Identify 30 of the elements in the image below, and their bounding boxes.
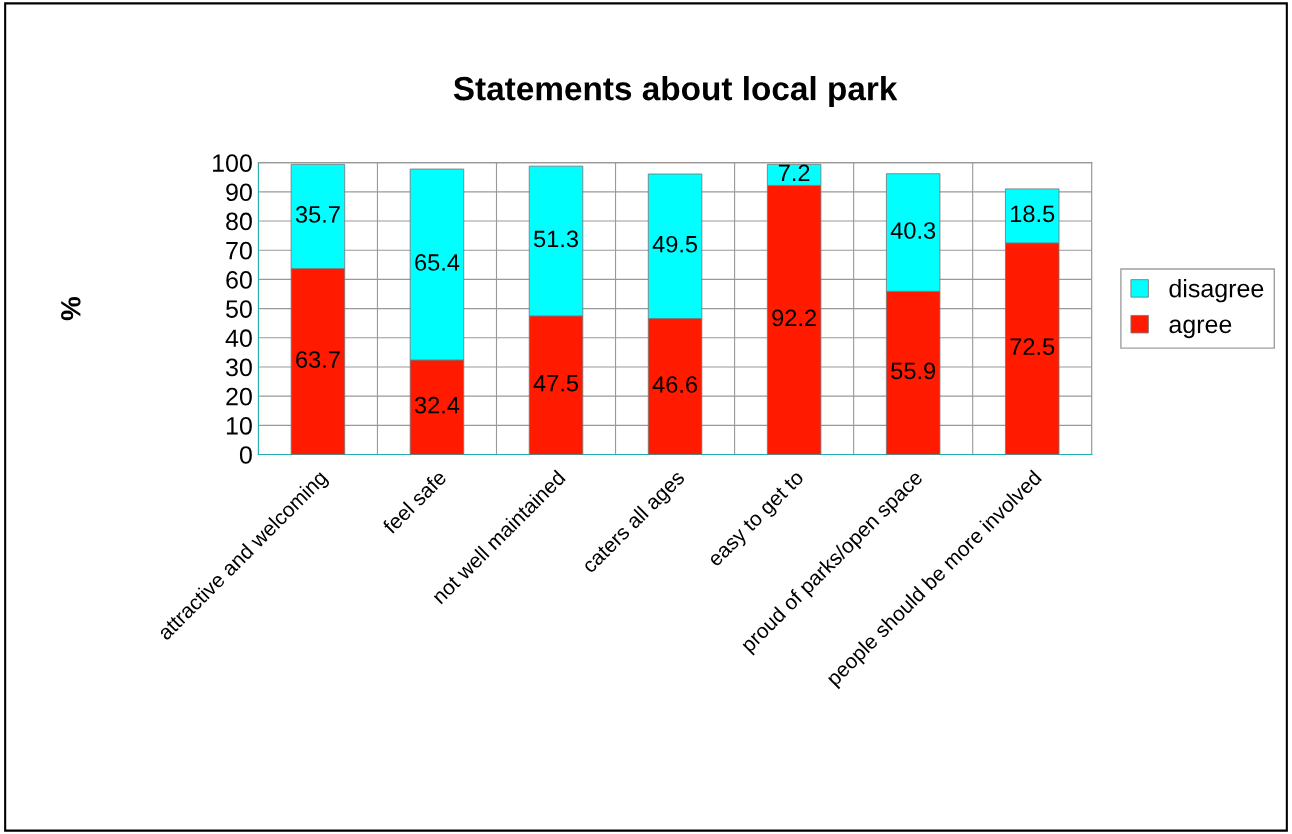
data-label: 51.3 [533, 230, 578, 248]
data-label: 32.4 [414, 396, 460, 414]
data-label: 55.9 [891, 362, 936, 380]
data-label: 47.5 [533, 375, 579, 392]
y-tick-label: 0 [239, 446, 252, 464]
y-tick-label: 30 [225, 358, 252, 377]
data-label: 65.4 [415, 254, 460, 271]
y-tick-label: 60 [226, 270, 252, 289]
y-tick-label: 20 [226, 387, 252, 406]
y-tick-label: 10 [226, 416, 252, 435]
data-label: 40.3 [890, 222, 936, 239]
y-tick-label: 90 [226, 183, 252, 202]
x-tick-label: feel safe [381, 469, 448, 535]
chart-title: Statements about local park [453, 75, 898, 108]
data-label: 72.5 [1010, 338, 1055, 356]
y-tick-label: 50 [226, 300, 252, 318]
y-tick-label: 70 [226, 241, 252, 260]
y-tick-label: 100 [213, 154, 252, 172]
y-tick-label: 40 [225, 329, 252, 348]
data-label: 92.2 [772, 309, 816, 327]
data-label: 7.2 [778, 164, 810, 181]
y-tick-label: 80 [226, 212, 252, 231]
data-label: 35.7 [295, 206, 340, 223]
data-label: 49.5 [652, 235, 698, 253]
legend-label: disagree [1169, 279, 1264, 303]
data-label: 46.6 [652, 376, 698, 393]
legend-label: agree [1169, 319, 1232, 339]
data-label: 18.5 [1011, 205, 1055, 223]
data-label: 63.7 [296, 351, 340, 368]
y-axis-title: % [61, 296, 81, 321]
